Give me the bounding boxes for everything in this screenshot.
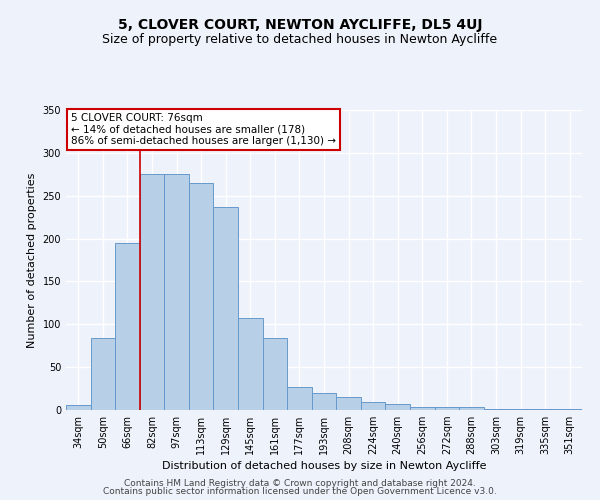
X-axis label: Distribution of detached houses by size in Newton Aycliffe: Distribution of detached houses by size … <box>162 462 486 471</box>
Bar <box>410 408 434 410</box>
Bar <box>214 207 238 410</box>
Bar <box>459 408 484 410</box>
Bar <box>336 397 361 410</box>
Bar <box>312 393 336 410</box>
Bar <box>557 409 582 410</box>
Text: Contains HM Land Registry data © Crown copyright and database right 2024.: Contains HM Land Registry data © Crown c… <box>124 478 476 488</box>
Bar <box>361 402 385 410</box>
Bar <box>140 174 164 410</box>
Text: 5 CLOVER COURT: 76sqm
← 14% of detached houses are smaller (178)
86% of semi-det: 5 CLOVER COURT: 76sqm ← 14% of detached … <box>71 113 336 146</box>
Bar <box>287 387 312 410</box>
Bar <box>115 243 140 410</box>
Bar <box>484 409 508 410</box>
Text: 5, CLOVER COURT, NEWTON AYCLIFFE, DL5 4UJ: 5, CLOVER COURT, NEWTON AYCLIFFE, DL5 4U… <box>118 18 482 32</box>
Text: Contains public sector information licensed under the Open Government Licence v3: Contains public sector information licen… <box>103 487 497 496</box>
Bar <box>164 174 189 410</box>
Bar <box>508 409 533 410</box>
Bar <box>189 183 214 410</box>
Bar <box>385 404 410 410</box>
Bar <box>533 409 557 410</box>
Bar <box>238 318 263 410</box>
Bar <box>263 338 287 410</box>
Bar <box>91 338 115 410</box>
Y-axis label: Number of detached properties: Number of detached properties <box>27 172 37 348</box>
Text: Size of property relative to detached houses in Newton Aycliffe: Size of property relative to detached ho… <box>103 32 497 46</box>
Bar <box>434 408 459 410</box>
Bar <box>66 405 91 410</box>
